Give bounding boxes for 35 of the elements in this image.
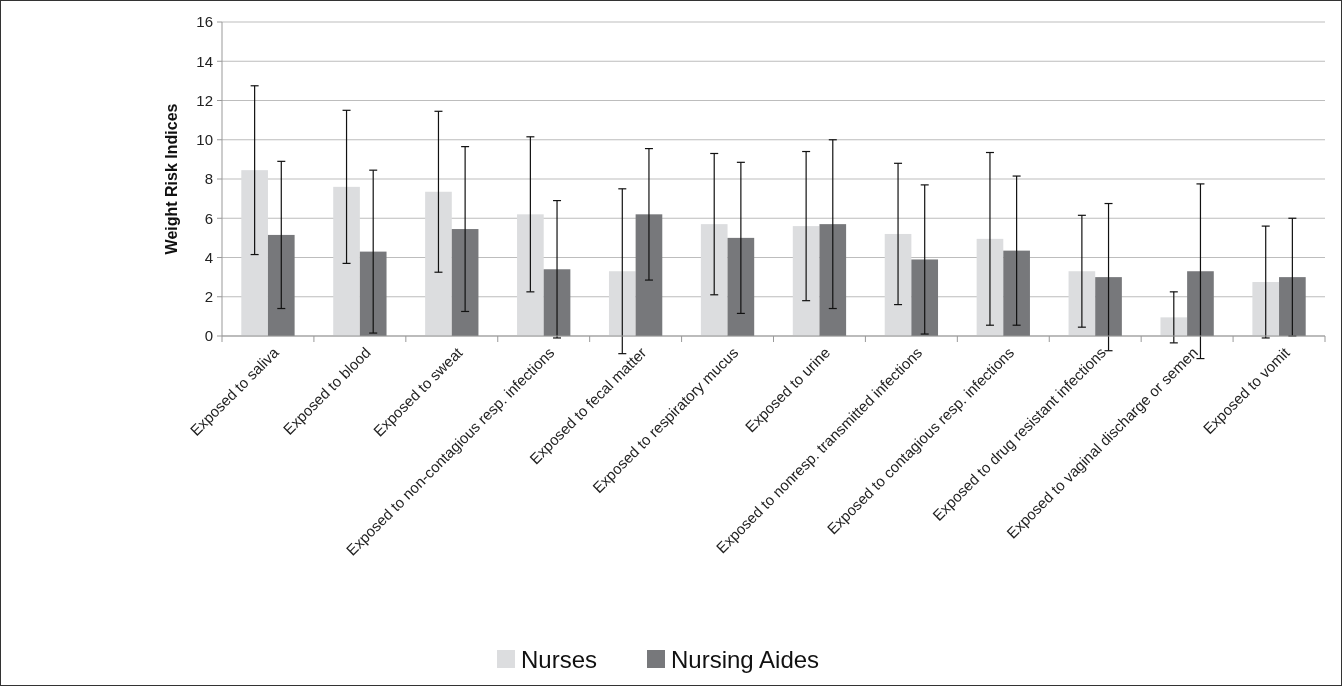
bar [267,234,295,336]
y-tick-label: 12 [196,91,213,109]
legend-label: Nurses [521,645,598,673]
bar [911,259,939,336]
bar [359,251,387,336]
bar [884,233,912,336]
bar [608,271,636,336]
bar [635,214,663,336]
y-tick-label: 8 [204,170,213,188]
y-tick-label: 6 [204,209,213,227]
bar [976,238,1004,336]
bar [792,226,820,336]
y-tick-label: 4 [204,248,213,266]
bar [700,224,728,336]
y-tick-label: 10 [196,131,213,148]
bar [1252,282,1280,336]
bar [517,214,544,336]
bar [819,224,847,336]
y-axis-title: Weight Risk Indices [163,103,180,255]
y-tick-label: 16 [196,13,213,31]
bar [1003,250,1030,336]
bar [727,237,755,336]
y-tick-label: 14 [196,52,213,70]
bar [241,170,268,336]
bar [333,186,360,336]
y-tick-label: 2 [204,288,213,305]
y-tick-label: 0 [204,327,213,345]
bar [1279,277,1306,336]
bar [1160,317,1188,336]
bar [1187,271,1214,336]
legend-label: Nursing Aides [671,645,820,673]
bar [1068,271,1096,336]
bar [451,229,479,336]
bar [425,191,452,336]
bar [1095,277,1122,336]
